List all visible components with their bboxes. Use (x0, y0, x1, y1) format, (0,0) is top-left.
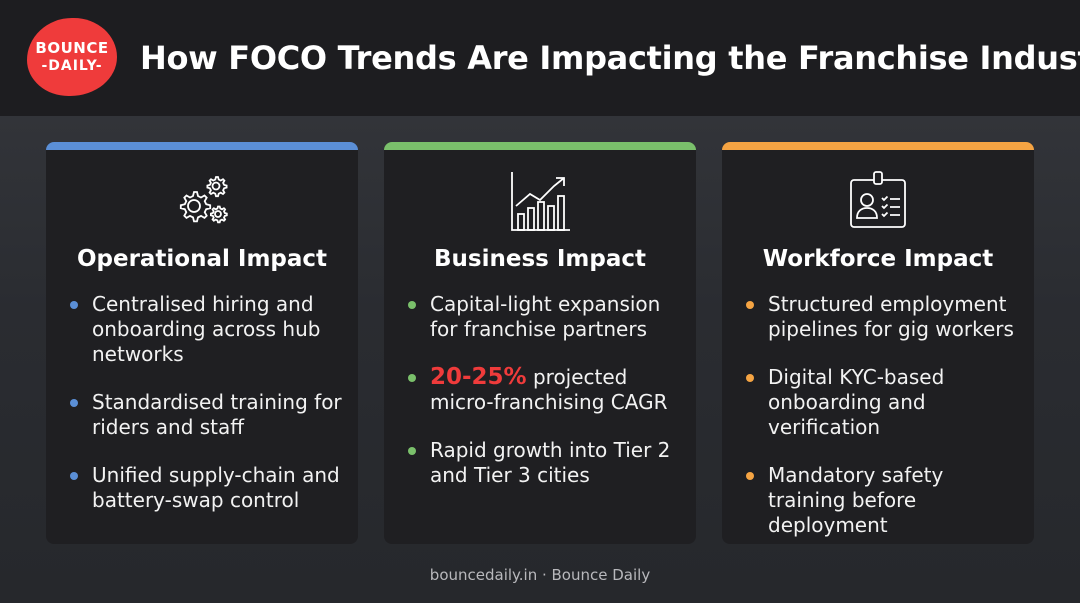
list-item-text: projected micro-franchising CAGR (430, 365, 668, 414)
bullet-dot (70, 301, 78, 309)
card-list: Structured employment pipelines for gig … (746, 292, 1026, 544)
gears-icon (170, 170, 234, 234)
page-title: How FOCO Trends Are Impacting the Franch… (140, 39, 1080, 77)
id-badge-icon (846, 170, 910, 234)
cagr-highlight: 20-25% (430, 364, 527, 390)
card-operational-impact: Operational Impact Centralised hiring an… (46, 142, 358, 544)
card-accent-bar (46, 142, 358, 150)
list-item-text: Unified supply-chain and battery-swap co… (92, 463, 340, 512)
bar-chart-growth-icon (508, 170, 572, 234)
list-item: Capital-light expansion for franchise pa… (408, 292, 688, 342)
bullet-dot (70, 472, 78, 480)
bullet-dot (746, 374, 754, 382)
card-business-impact: Business Impact Capital-light expansion … (384, 142, 696, 544)
header: BOUNCE -DAILY- How FOCO Trends Are Impac… (0, 0, 1080, 116)
list-item: Rapid growth into Tier 2 and Tier 3 citi… (408, 438, 688, 488)
list-item: Standardised training for riders and sta… (70, 390, 350, 440)
card-heading: Workforce Impact (762, 246, 994, 272)
bullet-dot (70, 399, 78, 407)
card-accent-bar (722, 142, 1034, 150)
list-item-text: Structured employment pipelines for gig … (768, 292, 1014, 341)
list-item-text: Capital-light expansion for franchise pa… (430, 292, 661, 341)
bullet-dot (408, 374, 416, 382)
card-workforce-impact: Workforce Impact Structured employment p… (722, 142, 1034, 544)
list-item: Digital KYC-based onboarding and verific… (746, 365, 1026, 440)
bullet-dot (408, 447, 416, 455)
list-item-text: Standardised training for riders and sta… (92, 390, 342, 439)
list-item: 20-25% projected micro-franchising CAGR (408, 365, 688, 415)
card-list: Centralised hiring and onboarding across… (70, 292, 350, 536)
list-item-text: Mandatory safety training before deploym… (768, 463, 944, 537)
card-list: Capital-light expansion for franchise pa… (408, 292, 688, 511)
list-item: Unified supply-chain and battery-swap co… (70, 463, 350, 513)
logo-line2: -DAILY- (41, 57, 103, 74)
list-item: Mandatory safety training before deploym… (746, 463, 1026, 538)
bullet-dot (408, 301, 416, 309)
list-item-text: Digital KYC-based onboarding and verific… (768, 365, 945, 439)
card-heading: Business Impact (434, 246, 646, 272)
card-heading: Operational Impact (76, 246, 328, 272)
list-item: Centralised hiring and onboarding across… (70, 292, 350, 367)
bounce-daily-logo[interactable]: BOUNCE -DAILY- (27, 18, 117, 96)
list-item-text: Rapid growth into Tier 2 and Tier 3 citi… (430, 438, 671, 487)
logo-line1: BOUNCE (35, 39, 109, 58)
bullet-dot (746, 301, 754, 309)
list-item-text: Centralised hiring and onboarding across… (92, 292, 321, 366)
list-item: Structured employment pipelines for gig … (746, 292, 1026, 342)
bullet-dot (746, 472, 754, 480)
card-accent-bar (384, 142, 696, 150)
footer-credit[interactable]: bouncedaily.in · Bounce Daily (429, 566, 651, 584)
